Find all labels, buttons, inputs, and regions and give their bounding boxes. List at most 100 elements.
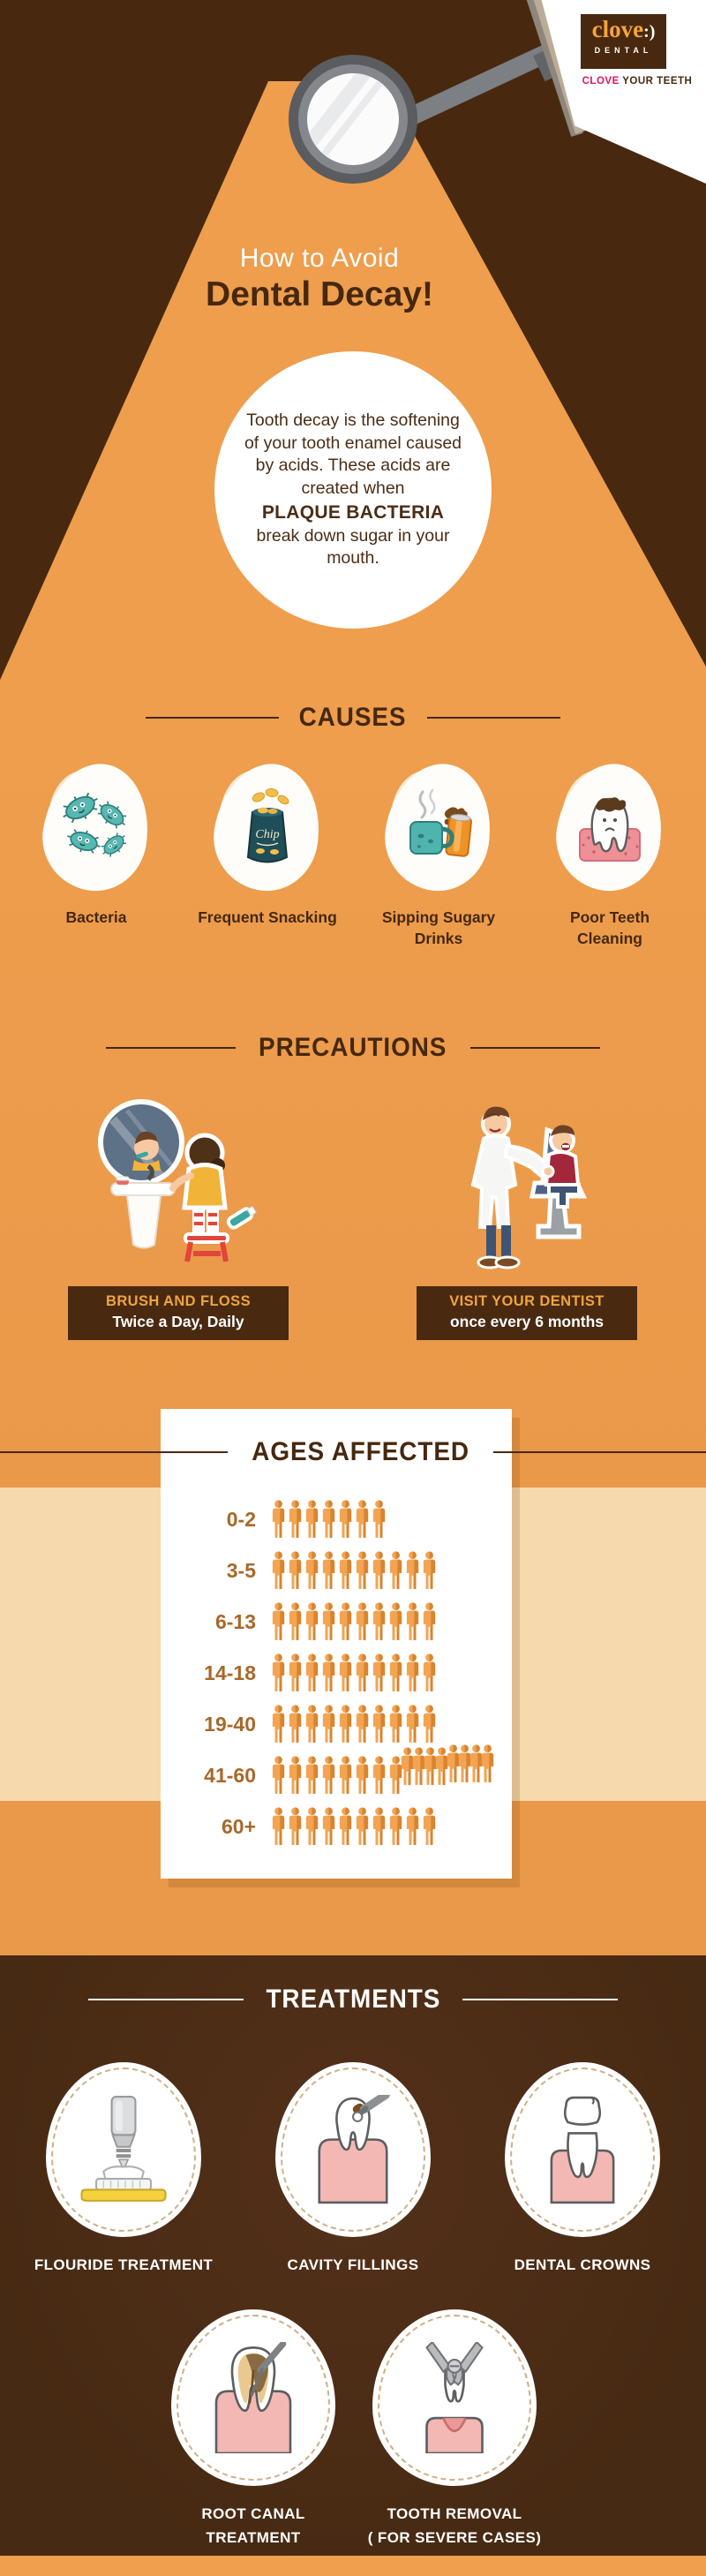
person-icon <box>272 1807 285 1845</box>
chips-bag-icon: Chip <box>246 787 289 863</box>
person-icon <box>289 1551 302 1589</box>
logo-smiley-icon: :) <box>643 22 656 41</box>
treatment-label-line: FLOURIDE TREATMENT <box>34 2256 214 2273</box>
person-icon <box>389 1807 402 1845</box>
age-row-41-60: 41-60 <box>168 1744 574 1801</box>
age-icons-row <box>270 1806 438 1847</box>
age-icons-row <box>270 1550 438 1591</box>
intro-text: Tooth decay is the softening of your too… <box>242 410 464 570</box>
intro-highlight: PLAQUE BACTERIA <box>261 501 445 523</box>
treatment-label-cavity: CAVITY FILLINGS <box>247 2253 459 2277</box>
person-icon <box>356 1500 369 1538</box>
precautions-heading-row: PRECAUTIONS <box>106 1033 601 1063</box>
precaution-subtitle: Twice a Day, Daily <box>112 1313 244 1330</box>
treatment-label-line: TREATMENT <box>206 2529 301 2547</box>
tooth-blob-shape <box>37 761 155 893</box>
age-icons-row <box>270 1499 387 1540</box>
person-icon <box>322 1500 335 1538</box>
person-icon <box>305 1551 319 1589</box>
cause-label: Frequent Snacking <box>198 908 337 926</box>
age-icons-row <box>270 1653 438 1693</box>
person-icon <box>272 1500 285 1538</box>
age-label: 14-18 <box>204 1661 256 1684</box>
person-icon <box>339 1705 352 1743</box>
person-icon <box>305 1602 319 1640</box>
person-icon <box>372 1756 386 1794</box>
age-label: 6-13 <box>214 1609 256 1633</box>
cause-item-bacteria: Bacteria <box>11 761 182 949</box>
tooth-removal-icon <box>425 2342 484 2453</box>
title-line2: Dental Decay! <box>206 275 433 313</box>
age-row-60-plus: 60+ <box>168 1801 574 1852</box>
age-icons-row <box>270 1601 438 1642</box>
age-icons-row <box>270 1744 496 1796</box>
person-icon <box>372 1551 386 1589</box>
tooth-blob-shape <box>551 761 669 893</box>
cause-label: Poor Teeth Cleaning <box>569 908 650 947</box>
person-icon <box>339 1807 352 1845</box>
person-icon <box>423 1807 436 1845</box>
treatment-label-root-canal: ROOT CANAL TREATMENT <box>147 2502 359 2550</box>
person-icon <box>289 1756 302 1794</box>
intro-text-after: break down sugar in your mouth. <box>256 525 450 569</box>
person-icon <box>406 1807 419 1845</box>
person-icon <box>469 1744 483 1782</box>
logo-tagline: CLOVE YOUR TEETH <box>575 76 699 87</box>
person-icon <box>339 1756 352 1794</box>
ages-pictogram-chart: 0-2 3-5 <box>168 1494 574 1852</box>
person-icon <box>372 1653 386 1691</box>
person-icon <box>289 1807 302 1845</box>
person-icon <box>447 1744 460 1782</box>
dental-crown-icon <box>550 2096 615 2204</box>
person-icon <box>424 1747 437 1785</box>
intro-text-before: Tooth decay is the softening of your too… <box>244 410 462 499</box>
precaution-subtitle: once every 6 months <box>449 1313 605 1330</box>
person-icon <box>305 1756 319 1794</box>
cause-label: Sipping Sugary Drinks <box>381 908 496 947</box>
age-row-19-40: 19-40 <box>168 1699 574 1750</box>
precautions-heading: PRECAUTIONS <box>259 1033 447 1062</box>
treatments-heading: TREATMENTS <box>266 1985 440 2014</box>
person-icon <box>389 1551 402 1589</box>
person-icon <box>389 1602 402 1640</box>
person-icon <box>272 1705 285 1743</box>
precaution-title: VISIT YOUR DENTIST <box>449 1293 605 1309</box>
person-icon <box>305 1705 319 1743</box>
tagline-rest: YOUR TEETH <box>619 76 693 87</box>
person-icon <box>356 1602 369 1640</box>
person-icon <box>356 1551 369 1589</box>
person-icon <box>356 1756 369 1794</box>
dental-mirror-icon <box>289 55 417 184</box>
person-icon <box>305 1807 319 1845</box>
person-icon <box>339 1602 352 1640</box>
brushing-scene-illustration <box>94 1095 261 1280</box>
treatment-circle-crown <box>505 2062 660 2237</box>
person-icon <box>372 1500 386 1538</box>
root-canal-icon <box>214 2342 292 2453</box>
person-icon <box>322 1551 335 1589</box>
person-icon <box>289 1500 302 1538</box>
person-icon <box>356 1807 369 1845</box>
treatment-circle-cavity <box>275 2062 431 2237</box>
person-icon <box>406 1705 419 1743</box>
age-label: 19-40 <box>204 1712 256 1736</box>
person-icon <box>322 1807 335 1845</box>
treatments-heading-row: TREATMENTS <box>88 1985 619 2015</box>
tooth-blob-shape <box>379 761 498 893</box>
person-icon <box>389 1756 402 1794</box>
person-icon <box>423 1705 436 1743</box>
person-icon <box>339 1500 352 1538</box>
person-icon <box>406 1551 419 1589</box>
clove-dental-logo: clove:) DENTAL <box>581 14 666 69</box>
person-icon <box>356 1705 369 1743</box>
sugary-drink-icon <box>409 788 472 857</box>
chip-bag-label: Chip <box>255 828 279 841</box>
person-icon <box>322 1653 335 1691</box>
person-icon <box>435 1747 448 1785</box>
ages-affected-card <box>161 1409 512 1879</box>
person-icon <box>272 1602 285 1640</box>
decayed-tooth-icon <box>579 797 641 862</box>
treatment-label-line: CAVITY FILLINGS <box>287 2256 419 2273</box>
person-icon <box>322 1602 335 1640</box>
